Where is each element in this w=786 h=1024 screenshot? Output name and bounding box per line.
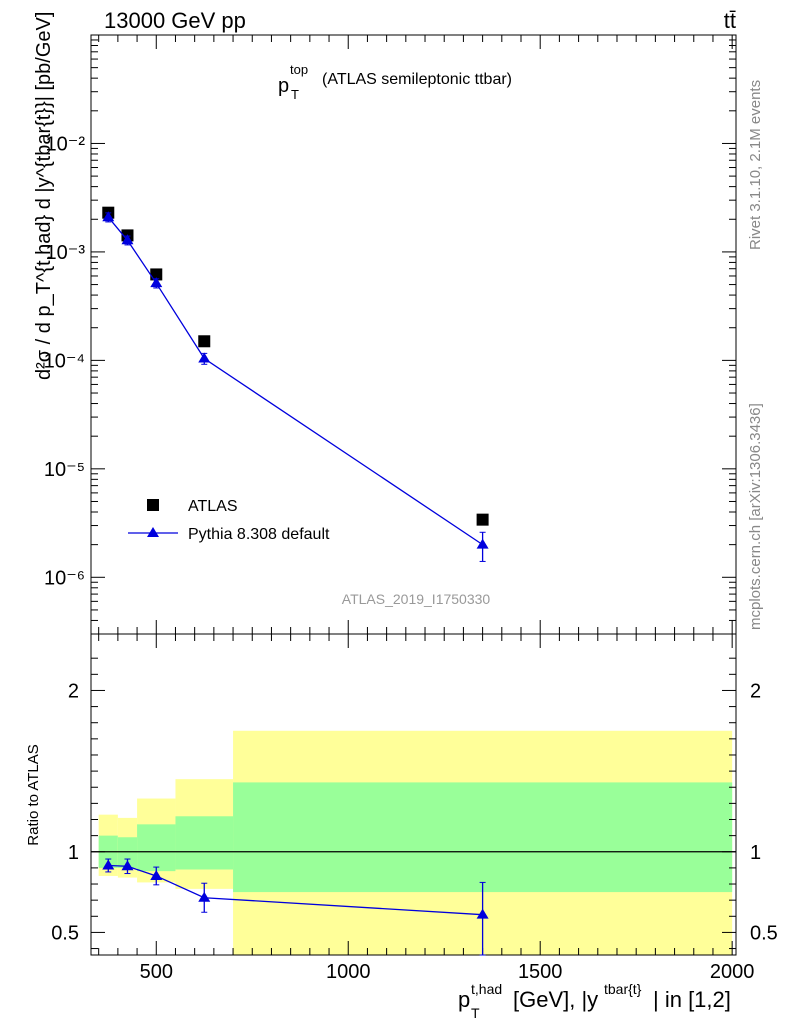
main-title-sub: T	[291, 87, 299, 102]
main-y-tick-label: 10⁻⁴	[44, 350, 85, 372]
main-y-tick-label: 10⁻²	[46, 133, 86, 155]
ratio-y-tick-label-right: 1	[750, 842, 761, 864]
pythia-point	[476, 538, 489, 549]
ratio-x-tick-label: 500	[140, 961, 173, 983]
xlabel-post: | in [1,2]	[653, 987, 731, 1012]
analysis-watermark: ATLAS_2019_I1750330	[342, 591, 491, 607]
rivet-version-label: Rivet 3.1.10, 2.1M events	[747, 80, 764, 250]
main-title-p: p	[278, 75, 289, 97]
ratio-xlabel: p T t,had [GeV], |y tbar{t} | in [1,2]	[458, 981, 731, 1021]
ratio-pythia-point	[102, 859, 115, 870]
pythia-point	[150, 277, 163, 288]
ratio-x-tick-label: 1500	[518, 961, 563, 983]
legend-atlas-marker	[147, 499, 159, 511]
green-band	[233, 782, 733, 893]
ratio-frame	[90, 633, 737, 956]
xlabel-sup2: tbar{t}	[604, 981, 642, 997]
main-title-text: (ATLAS semileptonic ttbar)	[322, 71, 512, 88]
ratio-panel: 0.5 0.5 1 1 2 2 500 1000 1500 2000 Ratio to ATLAS…	[25, 633, 778, 1021]
legend-atlas-label: ATLAS	[188, 498, 238, 515]
ratio-pythia-point	[476, 908, 489, 919]
pythia-point	[102, 211, 115, 222]
green-band	[117, 837, 138, 868]
pythia-line	[107, 216, 483, 546]
ratio-y-tick-label: 2	[68, 680, 79, 702]
main-y-tick-label: 10⁻³	[46, 242, 86, 264]
legend-pythia-label: Pythia 8.308 default	[188, 526, 330, 543]
atlas-point	[476, 513, 489, 526]
ratio-y-tick-label: 0.5	[51, 922, 79, 944]
xlabel-sub: T	[471, 1005, 480, 1021]
legend: ATLAS Pythia 8.308 default	[128, 498, 330, 543]
process-label: tt̄	[724, 8, 736, 33]
green-band	[175, 816, 234, 870]
energy-label: 13000 GeV pp	[104, 8, 246, 33]
ratio-x-tick-label: 1000	[326, 961, 371, 983]
ratio-axis: 0.5 0.5 1 1 2 2 500 1000 1500 2000	[51, 633, 778, 983]
xlabel-mid: [GeV], |y	[513, 987, 598, 1012]
main-frame	[90, 34, 737, 635]
xlabel-p: p	[458, 987, 470, 1012]
ratio-x-tick-label: 2000	[710, 961, 755, 983]
ratio-ylabel: Ratio to ATLAS	[25, 744, 42, 845]
ratio-y-tick-label: 1	[68, 842, 79, 864]
ratio-data-marks	[102, 858, 489, 956]
mcplots-label: mcplots.cern.ch [arXiv:1306.3436]	[747, 403, 764, 630]
main-panel: p T top (ATLAS semileptonic ttbar) 10⁻⁶1…	[33, 12, 737, 635]
atlas-point	[150, 268, 163, 281]
atlas-point	[198, 335, 211, 348]
main-y-tick-label: 10⁻⁵	[44, 459, 85, 481]
green-band	[137, 824, 176, 872]
ratio-pythia-point	[150, 869, 163, 880]
pythia-point	[121, 234, 134, 245]
xlabel-sup: t,had	[471, 981, 502, 997]
ratio-pythia-point	[121, 860, 134, 871]
main-axis: 10⁻⁶ 10⁻⁵ 10⁻⁴ 10⁻³ 10⁻²	[44, 34, 737, 635]
main-ylabel: d²σ / d p_T^{t,had} d |y^{tbar{t}}| [pb/…	[33, 12, 55, 380]
main-data-marks	[102, 206, 489, 562]
ratio-y-tick-label-right: 2	[750, 680, 761, 702]
main-title-sup: top	[290, 62, 308, 77]
ratio-uncertainty-bands	[98, 730, 733, 955]
ratio-pythia-point	[198, 891, 211, 902]
main-y-tick-label: 10⁻⁶	[44, 567, 85, 589]
pythia-point	[198, 352, 211, 363]
ratio-y-tick-label-right: 0.5	[750, 922, 778, 944]
legend-pythia-marker	[147, 527, 159, 537]
